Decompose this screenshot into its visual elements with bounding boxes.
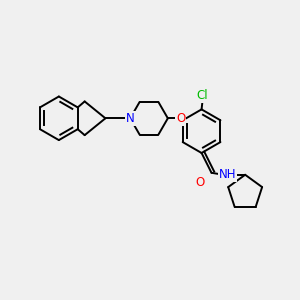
Text: O: O xyxy=(176,112,185,125)
Text: Cl: Cl xyxy=(197,89,208,102)
Text: NH: NH xyxy=(219,168,236,181)
Text: N: N xyxy=(126,112,135,125)
Text: O: O xyxy=(195,176,204,189)
